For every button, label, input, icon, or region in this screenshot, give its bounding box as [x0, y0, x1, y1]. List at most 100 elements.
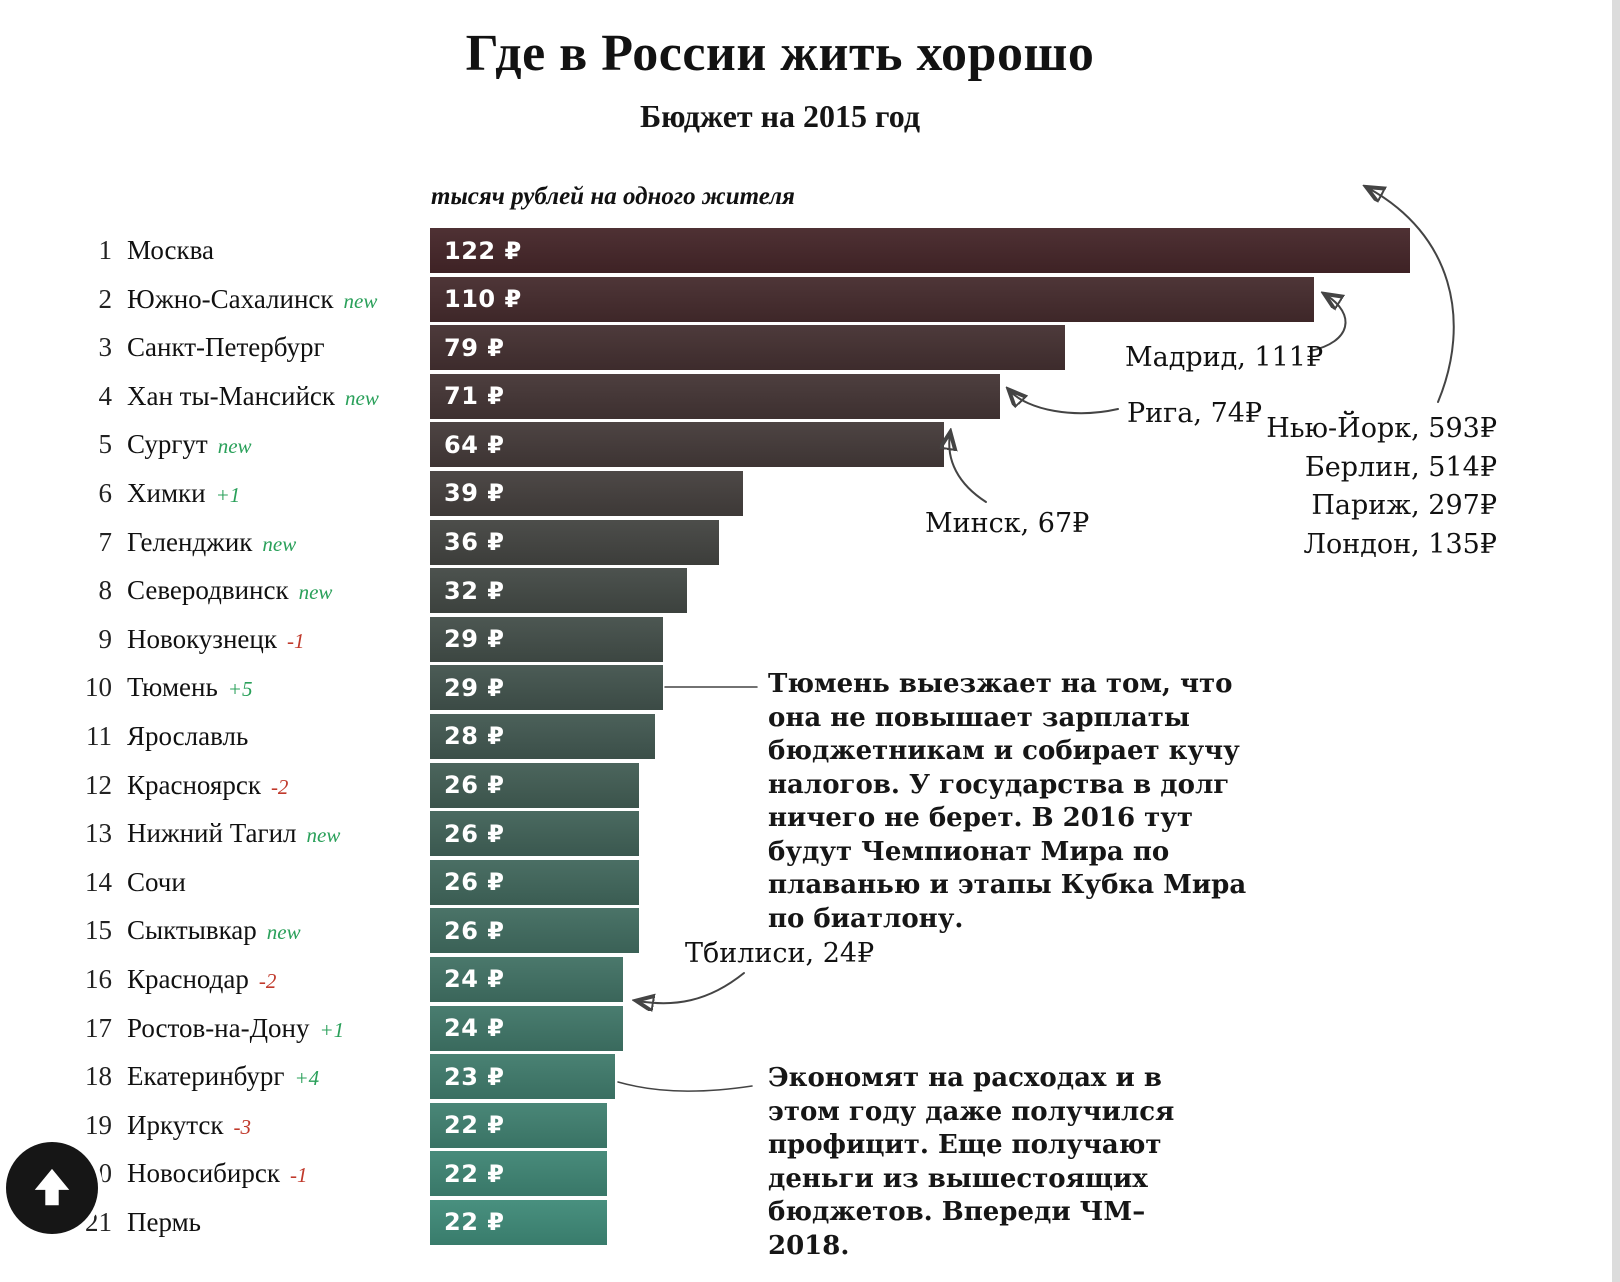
rank: 7 [98, 526, 113, 557]
city-name: Екатеринбург [127, 1061, 285, 1092]
city-name: Иркутск [127, 1109, 224, 1140]
city-name: Москва [127, 235, 214, 265]
bar-value: 26 ₽ [444, 819, 505, 848]
chart-row: 18 Екатеринбург +4 23 ₽ [0, 1052, 1620, 1101]
page-edge [1612, 0, 1620, 1282]
change-badge: new [345, 385, 379, 410]
bar: 29 ₽ [430, 616, 663, 662]
change-badge: new [266, 920, 301, 945]
rank: 12 [85, 769, 112, 800]
annotation-madrid: Мадрид, 111₽ [1125, 342, 1324, 373]
arrow-up-icon [29, 1165, 75, 1211]
change-badge: +1 [319, 1017, 345, 1042]
bar-value: 71 ₽ [444, 382, 505, 411]
annotation-tbilisi: Тбилиси, 24₽ [685, 938, 875, 969]
rank: 11 [86, 720, 112, 751]
page-subtitle: Бюджет на 2015 год [639, 98, 921, 134]
city-name: Краснодар [127, 963, 249, 994]
rank: 9 [98, 623, 113, 654]
bar-value: 22 ₽ [444, 1111, 505, 1140]
rank: 17 [85, 1012, 112, 1043]
chart-row: 15 Сыктывкар new 26 ₽ [0, 906, 1620, 955]
rank: 19 [85, 1109, 112, 1140]
bar: 39 ₽ [430, 470, 743, 516]
annotation-riga: Рига, 74₽ [1127, 398, 1263, 429]
rank: 3 [98, 332, 113, 363]
chart-row: 19 Иркутск -3 22 ₽ [0, 1101, 1620, 1150]
chart-row: 11 Ярославль 28 ₽ [0, 712, 1620, 761]
bar: 64 ₽ [430, 422, 944, 468]
bar-value: 24 ₽ [444, 965, 505, 994]
annotation-line-paris: Париж, 297₽ [1311, 490, 1497, 521]
chart-row: 4 Хан ты-Мансийск new 71 ₽ [0, 372, 1620, 421]
bar: 22 ₽ [430, 1102, 607, 1148]
scroll-top-button[interactable] [6, 1142, 98, 1234]
rank: 4 [98, 380, 113, 411]
chart-row: 3 Санкт-Петербург 79 ₽ [0, 323, 1620, 372]
bar: 79 ₽ [430, 325, 1065, 371]
city-name: Сочи [127, 866, 186, 897]
bar-value: 22 ₽ [444, 1159, 505, 1188]
bar-value: 29 ₽ [444, 625, 505, 654]
rank: 18 [85, 1061, 112, 1092]
rank: 2 [98, 283, 113, 314]
bar: 22 ₽ [430, 1199, 607, 1245]
city-name: Хан ты-Мансийск [127, 380, 336, 411]
change-badge: new [306, 823, 341, 848]
page-title: Где в России жить хорошо [465, 25, 1095, 82]
bar-chart: 1 Москва 122 ₽ 2 Южно-Сахалинск new 110 ₽… [0, 226, 1620, 1246]
chart-row: 5 Сургут new 64 ₽ [0, 420, 1620, 469]
city-name: Ярославль [127, 720, 249, 751]
bar: 28 ₽ [430, 713, 655, 759]
city-name: Нижний Тагил [127, 818, 297, 849]
city-name: Сургут [127, 429, 208, 460]
change-badge: -1 [286, 628, 305, 653]
chart-row: 16 Краснодар -2 24 ₽ [0, 955, 1620, 1004]
bar-value: 32 ₽ [444, 576, 505, 605]
bar-value: 110 ₽ [444, 285, 522, 314]
annotation-tyumen-note: Тюмень выезжает на том, что она не повыш… [768, 669, 1247, 934]
city-name: Геленджик [127, 526, 253, 557]
rank: 10 [85, 672, 112, 703]
annotation-ekb-note: Экономят на расходах и в этом году даже … [768, 1063, 1175, 1261]
chart-row: 12 Красноярск -2 26 ₽ [0, 761, 1620, 810]
bar: 71 ₽ [430, 373, 1000, 419]
city-name: Новосибирск [127, 1158, 280, 1189]
change-badge: -1 [289, 1163, 308, 1188]
bar-value: 28 ₽ [444, 722, 505, 751]
change-badge: new [217, 434, 252, 459]
bar: 29 ₽ [430, 665, 663, 711]
bar-value: 122 ₽ [444, 236, 522, 265]
bar: 110 ₽ [430, 276, 1314, 322]
city-name: Южно-Сахалинск [127, 283, 334, 314]
chart-row: 7 Геленджик new 36 ₽ [0, 518, 1620, 567]
bar-value: 26 ₽ [444, 771, 505, 800]
bar: 26 ₽ [430, 811, 639, 857]
bar: 26 ₽ [430, 762, 639, 808]
annotation-foreign-cities: Нью-Йорк, 593₽ Берлин, 514₽ Париж, 297₽ … [1190, 410, 1497, 564]
bar-value: 79 ₽ [444, 333, 505, 362]
axis-label: тысяч рублей на одного жителя [431, 183, 795, 210]
city-name: Химки [127, 477, 206, 508]
chart-row: 8 Северодвинск new 32 ₽ [0, 566, 1620, 615]
change-badge: -2 [258, 968, 277, 993]
chart-row: 21 Пермь 22 ₽ [0, 1198, 1620, 1247]
city-name: Сыктывкар [127, 915, 257, 946]
bar-value: 26 ₽ [444, 868, 505, 897]
change-badge: +4 [294, 1066, 320, 1091]
city-name: Тюмень [127, 672, 218, 703]
change-badge: -3 [233, 1114, 251, 1139]
bar: 23 ₽ [430, 1054, 615, 1100]
rank: 5 [98, 429, 113, 460]
bar: 24 ₽ [430, 1005, 623, 1051]
bar-value: 36 ₽ [444, 528, 505, 557]
bar: 26 ₽ [430, 908, 639, 954]
bar: 36 ₽ [430, 519, 719, 565]
change-badge: +5 [227, 677, 253, 702]
city-name: Ростов-на-Дону [127, 1012, 310, 1043]
bar: 24 ₽ [430, 956, 623, 1002]
annotation-minsk: Минск, 67₽ [925, 508, 1090, 539]
bar-value: 26 ₽ [444, 916, 505, 945]
bar-value: 29 ₽ [444, 673, 505, 702]
